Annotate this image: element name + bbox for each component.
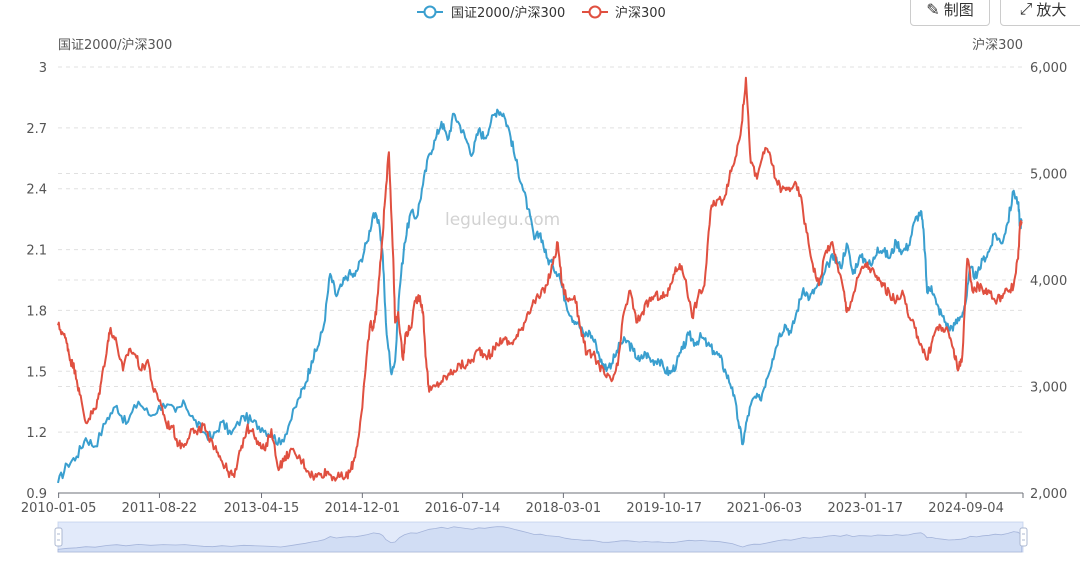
expand-icon: ⤢ — [1019, 0, 1033, 18]
x-tick-label: 2024-09-04 — [928, 501, 1004, 516]
left-tick-label: 2.1 — [26, 244, 47, 259]
left-axis-ticks: 0.9 1.2 1.5 1.8 2.1 2.4 2.7 3 — [26, 61, 47, 502]
left-tick-label: 3 — [39, 61, 47, 76]
legend-label-ratio: 国证2000/沪深300 — [451, 5, 565, 21]
draw-button[interactable]: ✎ 制图 — [910, 0, 990, 26]
left-tick-label: 1.2 — [26, 426, 47, 441]
right-axis-name: 沪深300 — [972, 37, 1023, 53]
x-tick-label: 2021-06-03 — [727, 501, 803, 516]
draw-button-label: 制图 — [943, 0, 974, 19]
x-tick-label: 2011-08-22 — [122, 501, 198, 516]
left-axis-name: 国证2000/沪深300 — [58, 37, 172, 53]
x-tick-label: 2014-12-01 — [325, 501, 401, 516]
edit-icon: ✎ — [926, 0, 940, 19]
right-tick-label: 6,000 — [1030, 61, 1067, 76]
left-tick-label: 2.4 — [26, 183, 47, 198]
x-tick-label: 2016-07-14 — [425, 501, 501, 516]
legend-label-hs300: 沪深300 — [615, 5, 666, 21]
zoom-button[interactable]: ⤢ 放大 — [1000, 0, 1080, 26]
left-tick-label: 1.8 — [26, 304, 47, 319]
series-lines — [57, 76, 1023, 484]
right-axis-ticks: 2,000 3,000 4,000 5,000 6,000 — [1030, 61, 1067, 502]
right-tick-label: 4,000 — [1030, 274, 1067, 289]
datazoom-preview — [57, 526, 1023, 553]
datazoom-slider[interactable] — [54, 521, 1028, 553]
x-tick-label: 2010-01-05 — [21, 501, 97, 516]
zoom-button-label: 放大 — [1036, 0, 1067, 19]
left-tick-label: 0.9 — [26, 487, 47, 502]
datazoom-handle-right[interactable] — [1019, 527, 1028, 547]
watermark: legulegu.com — [445, 210, 560, 230]
series-line-hs300 — [57, 76, 1023, 482]
legend-item-ratio[interactable]: 国证2000/沪深300 — [417, 5, 565, 21]
x-tick-label: 2013-04-15 — [224, 501, 300, 516]
right-tick-label: 3,000 — [1030, 381, 1067, 396]
right-tick-label: 2,000 — [1030, 487, 1067, 502]
left-tick-label: 2.7 — [26, 122, 47, 137]
series-line-ratio — [57, 108, 1023, 484]
left-tick-label: 1.5 — [26, 365, 47, 380]
x-tick-label: 2018-03-01 — [526, 501, 602, 516]
chart-legend[interactable]: 国证2000/沪深300 沪深300 — [417, 5, 666, 21]
x-tick-label: 2023-01-17 — [827, 501, 903, 516]
right-tick-label: 5,000 — [1030, 168, 1067, 183]
datazoom-handle-left[interactable] — [54, 527, 63, 547]
legend-item-hs300[interactable]: 沪深300 — [582, 5, 666, 21]
x-tick-label: 2019-10-17 — [626, 501, 702, 516]
x-axis: 2010-01-05 2011-08-22 2013-04-15 2014-12-01… — [21, 492, 1024, 516]
